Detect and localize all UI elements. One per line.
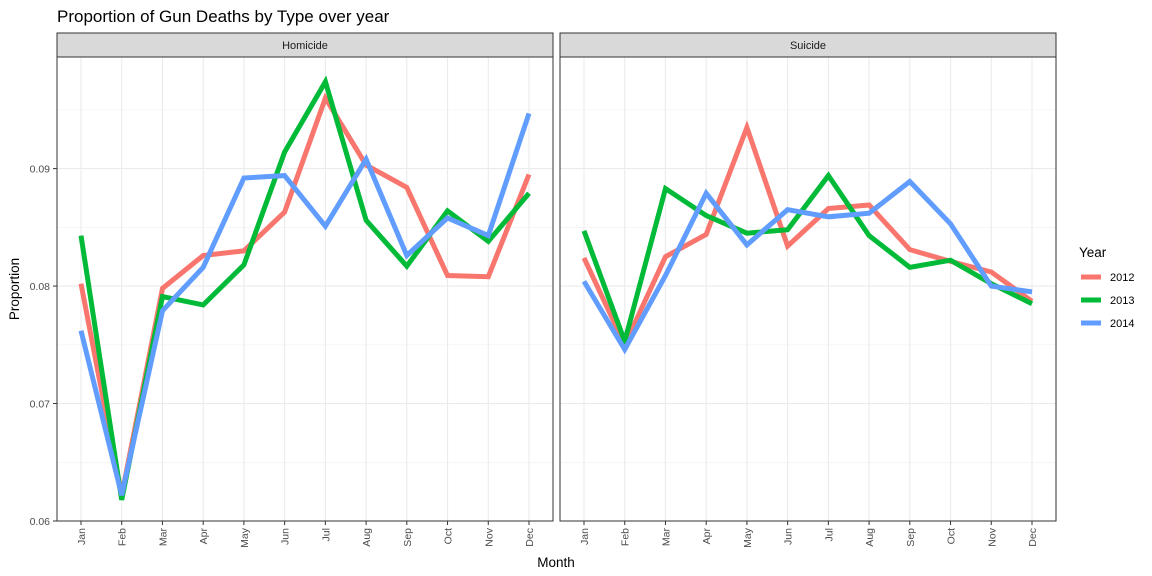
series-line-2013 bbox=[581, 171, 1034, 350]
legend-label: 2014 bbox=[1110, 318, 1134, 330]
legend-item-2013: 2013 bbox=[1081, 295, 1134, 307]
x-tick-label: Sep bbox=[905, 528, 917, 547]
facet-strip-label: Homicide bbox=[282, 40, 328, 52]
x-tick-label: Dec bbox=[524, 528, 536, 547]
legend-title: Year bbox=[1079, 245, 1107, 260]
x-axis-title: Month bbox=[537, 555, 575, 570]
facet-panels: Homicide Jan Feb Mar Apr May Jun Jul Aug Sep Oct No… bbox=[30, 32, 1057, 548]
y-axis-title: Proportion bbox=[7, 258, 22, 320]
x-tick-label: Feb bbox=[620, 528, 632, 546]
legend-label: 2013 bbox=[1110, 295, 1134, 307]
x-tick-label: Oct bbox=[946, 528, 958, 544]
facet-strip bbox=[559, 32, 1057, 58]
x-tick-label: Jun bbox=[280, 528, 292, 545]
x-tick-label: Feb bbox=[117, 528, 129, 546]
x-tick-label: Dec bbox=[1027, 528, 1039, 547]
x-tick-label: Jan bbox=[76, 528, 88, 545]
facet-panel-suicide: Suicide Jan Feb Mar Apr May Jun Jul Aug Sep Oct Nov… bbox=[559, 32, 1057, 548]
x-tick-label: May bbox=[239, 527, 251, 548]
chart-title: Proportion of Gun Deaths by Type over ye… bbox=[57, 7, 390, 26]
x-tick-label: Jun bbox=[783, 528, 795, 545]
legend-item-2012: 2012 bbox=[1081, 272, 1134, 284]
x-tick-label: Nov bbox=[986, 527, 998, 546]
x-tick-label: Apr bbox=[701, 528, 713, 545]
series-line-2014 bbox=[581, 178, 1033, 355]
x-tick-label: Aug bbox=[864, 528, 876, 547]
x-tick-label: Aug bbox=[361, 528, 373, 547]
y-tick-label: 0.07 bbox=[30, 399, 51, 411]
x-tick-label: Oct bbox=[443, 528, 455, 544]
facet-panel-homicide: Homicide Jan Feb Mar Apr May Jun Jul Aug Sep Oct No… bbox=[30, 32, 554, 548]
x-tick-label: Jul bbox=[320, 528, 332, 541]
x-tick-label: Jan bbox=[579, 528, 591, 545]
x-tick-label: Nov bbox=[483, 527, 495, 546]
x-tick-label: Mar bbox=[157, 528, 169, 547]
x-tick-label: May bbox=[742, 527, 754, 548]
x-tick-label: Apr bbox=[198, 528, 210, 545]
legend-item-2014: 2014 bbox=[1081, 318, 1134, 330]
facet-strip-label: Suicide bbox=[790, 40, 826, 52]
y-tick-label: 0.09 bbox=[30, 164, 51, 176]
y-tick-label: 0.08 bbox=[30, 281, 51, 293]
x-tick-label: Sep bbox=[402, 528, 414, 547]
legend-label: 2012 bbox=[1110, 272, 1134, 284]
legend: Year 2012 2013 2014 bbox=[1079, 245, 1134, 330]
panel-background bbox=[560, 57, 1056, 521]
x-tick-label: Mar bbox=[660, 528, 672, 547]
y-tick-label: 0.06 bbox=[30, 516, 51, 528]
facet-strip bbox=[56, 32, 554, 58]
panel-background bbox=[57, 57, 553, 521]
x-tick-label: Jul bbox=[823, 528, 835, 541]
series-line-2014 bbox=[78, 112, 532, 496]
